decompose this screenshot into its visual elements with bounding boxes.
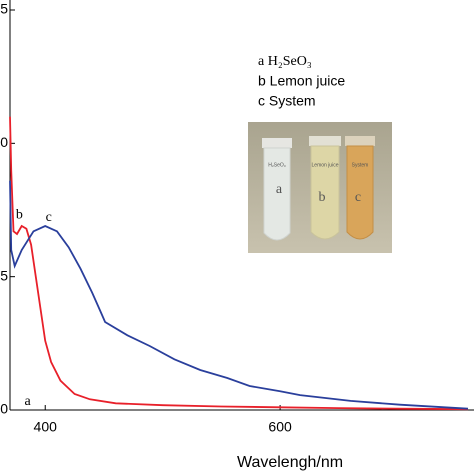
curve-label: b xyxy=(16,208,23,223)
tube-letter: b xyxy=(319,190,326,205)
tube-letter: a xyxy=(276,182,283,197)
tube-label: H₂SeO₃ xyxy=(268,162,286,168)
tube-label: Lemon juice xyxy=(312,162,339,168)
legend-entry: c System xyxy=(258,93,316,109)
tube-letter: c xyxy=(355,190,361,205)
tube-label: System xyxy=(352,162,369,168)
y-tick-label: 0.0 xyxy=(0,401,8,417)
x-tick-label: 400 xyxy=(34,419,58,435)
y-tick-label: 1.5 xyxy=(0,1,8,17)
line-series xyxy=(9,180,469,410)
x-tick-label: 600 xyxy=(268,419,292,435)
legend-entry: b Lemon juice xyxy=(258,73,345,89)
curve-label: a xyxy=(25,394,32,409)
line-series xyxy=(9,116,469,411)
y-tick-label: 1.0 xyxy=(0,134,8,150)
x-axis-label: Wavelengh/nm xyxy=(237,454,343,471)
y-tick-label: 0.5 xyxy=(0,267,8,283)
legend-entry: a H₂SeO₃ xyxy=(258,54,312,69)
inset-photo xyxy=(248,122,392,253)
curve-label: c xyxy=(46,210,52,225)
